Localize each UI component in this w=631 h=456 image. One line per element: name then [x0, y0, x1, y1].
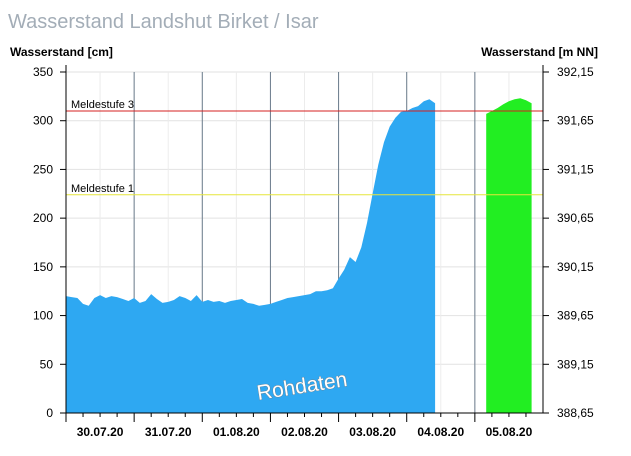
x-date-label: 31.07.20 [145, 425, 192, 439]
right-y-tick-label: 391,65 [557, 114, 594, 128]
right-y-tick-label: 389,65 [557, 309, 594, 323]
right-y-tick-label: 389,15 [557, 357, 594, 371]
axes [60, 65, 549, 422]
y-tick-label: 50 [40, 357, 54, 371]
x-date-label: 01.08.20 [213, 425, 260, 439]
right-axis-title: Wasserstand [m NN] [481, 45, 598, 59]
x-date-label: 03.08.20 [349, 425, 396, 439]
left-axis-title: Wasserstand [cm] [10, 45, 113, 59]
right-y-tick-label: 391,15 [557, 162, 594, 176]
y-tick-label: 150 [33, 260, 53, 274]
right-y-tick-label: 390,15 [557, 260, 594, 274]
right-y-tick-label: 390,65 [557, 211, 594, 225]
right-y-tick-label: 392,15 [557, 65, 594, 79]
x-date-label: 05.08.20 [486, 425, 533, 439]
water-level-area [66, 99, 436, 414]
threshold-lines: Meldestufe 3 Meldestufe 1 [66, 99, 543, 196]
x-date-label: 02.08.20 [281, 425, 328, 439]
y-tick-label: 300 [33, 114, 53, 128]
y-tick-label: 100 [33, 309, 53, 323]
right-y-tick-label: 388,65 [557, 406, 594, 420]
water-level-area-highlight [486, 98, 532, 414]
y-tick-label: 200 [33, 211, 53, 225]
y-tick-label: 0 [46, 406, 53, 420]
x-date-label: 04.08.20 [417, 425, 464, 439]
y-tick-label: 250 [33, 162, 53, 176]
y-tick-label: 350 [33, 65, 53, 79]
threshold-label: Meldestufe 3 [71, 99, 134, 111]
data-areas [66, 98, 532, 414]
tick-labels: 0 388,65 50 389,15 100 389,65 150 390,15 200 390,… [33, 65, 594, 439]
threshold-label: Meldestufe 1 [71, 183, 134, 195]
chart-title: Wasserstand Landshut Birket / Isar [8, 11, 319, 33]
x-date-label: 30.07.20 [77, 425, 124, 439]
